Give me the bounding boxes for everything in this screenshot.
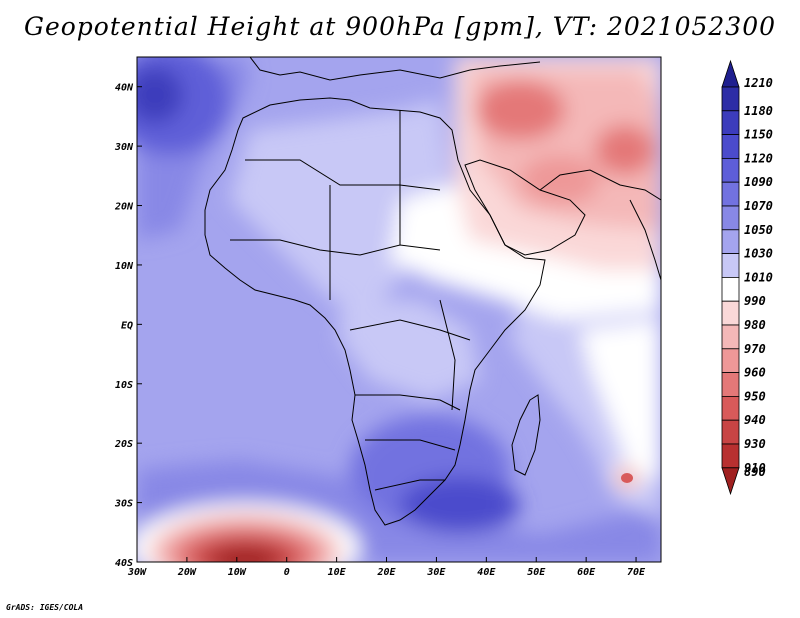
- longitude-labels: 30W 20W 10W 0 10E 20E 30E 40E 50E 60E 70E: [127, 557, 646, 578]
- colorbar-segment: [721, 300, 740, 326]
- colorbar-segment: [721, 86, 740, 112]
- colorbar-segment: [721, 348, 740, 373]
- colorbar-label: 1010: [744, 270, 773, 284]
- colorbar: 1210 1180 1150 1120 1090 1070 1050 1030 1010 990 9…: [721, 59, 773, 496]
- lon-label: 0: [284, 567, 290, 578]
- colorbar-label: 950: [744, 389, 766, 403]
- coastlines: [204, 57, 661, 526]
- latitude-labels: 40N 30N 20N 10N EQ 10S 20S 30S 40S: [114, 83, 142, 569]
- lon-label: 40E: [477, 567, 496, 578]
- colorbar-segment: [721, 443, 740, 469]
- lat-label: 30N: [114, 142, 134, 153]
- lat-label: 20S: [114, 439, 133, 450]
- lon-label: 50E: [527, 567, 546, 578]
- colorbar-segment: [721, 276, 740, 302]
- lon-label: 10W: [228, 567, 247, 578]
- colorbar-label: 1090: [744, 175, 773, 189]
- grads-credit: GrADS: IGES/COLA: [6, 603, 84, 612]
- colorbar-label: 960: [744, 366, 766, 380]
- lat-label: EQ: [121, 320, 133, 331]
- lat-label: 40N: [115, 83, 134, 94]
- colorbar-segment: [721, 157, 740, 183]
- colorbar-segment: [721, 110, 740, 136]
- colorbar-segment: [721, 324, 740, 350]
- lon-label: 20W: [177, 567, 197, 578]
- lat-label: 30S: [114, 499, 133, 510]
- colorbar-label: 910: [744, 461, 766, 475]
- chart-title: Geopotential Height at 900hPa [gpm], VT:…: [23, 12, 777, 41]
- colorbar-label: 1070: [744, 199, 773, 213]
- colorbar-label: 940: [744, 413, 766, 427]
- lon-label: 20E: [376, 567, 396, 578]
- colorbar-segment: [721, 419, 740, 445]
- lat-label: 40S: [115, 558, 133, 569]
- colorbar-label: 1120: [744, 151, 773, 165]
- colorbar-segment: [721, 253, 740, 278]
- colorbar-label: 1030: [744, 247, 773, 261]
- colorbar-label: 1180: [744, 104, 773, 118]
- lon-label: 30E: [426, 567, 446, 578]
- colorbar-segment: [721, 229, 740, 255]
- lon-label: 30W: [127, 567, 147, 578]
- lat-label: 10N: [115, 261, 134, 272]
- lat-label: 20N: [114, 202, 134, 213]
- colorbar-segment: [721, 181, 740, 207]
- colorbar-label: 1210: [744, 76, 773, 90]
- colorbar-label: 970: [744, 342, 766, 356]
- colorbar-label: 990: [744, 294, 766, 308]
- lat-label: 10S: [115, 380, 133, 391]
- lon-label: 60E: [577, 567, 596, 578]
- colorbar-label: 980: [744, 318, 766, 332]
- colorbar-label: 890: [744, 465, 766, 479]
- height-field: [137, 57, 661, 562]
- colorbar-segment: [721, 205, 740, 231]
- lon-label: 70E: [627, 567, 646, 578]
- colorbar-cap-bottom: [721, 467, 740, 496]
- map-frame: [136, 56, 662, 563]
- colorbar-segment: [721, 372, 740, 397]
- colorbar-cap-top: [721, 59, 740, 88]
- colorbar-label: 1050: [744, 223, 773, 237]
- lon-label: 10E: [328, 567, 347, 578]
- colorbar-segment: [721, 134, 740, 159]
- colorbar-label: 930: [744, 437, 766, 451]
- colorbar-label: 1150: [744, 128, 773, 142]
- colorbar-segment: [721, 395, 740, 421]
